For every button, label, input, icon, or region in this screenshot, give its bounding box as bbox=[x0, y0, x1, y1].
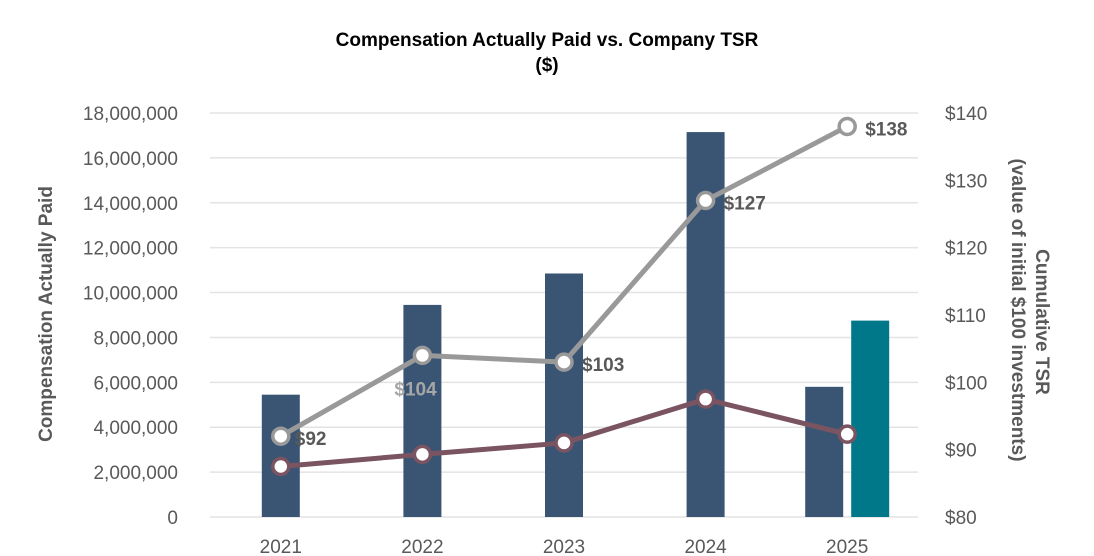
point-series-1-2024 bbox=[695, 190, 716, 211]
tsr-label-2025: $138 bbox=[865, 119, 907, 140]
y-tick-label: 12,000,000 bbox=[83, 239, 178, 260]
y-tick-label: 6,000,000 bbox=[93, 373, 178, 394]
bar-2021-1 bbox=[261, 394, 300, 517]
y2-tick-label: $80 bbox=[945, 508, 977, 529]
bar-2024-1 bbox=[686, 132, 725, 518]
x-tick-label: 2022 bbox=[401, 537, 443, 556]
right-axis-ticks: $80 $90 $100 $110 $120 $130 $140 bbox=[945, 104, 987, 529]
y-axis-label: Compensation Actually Paid bbox=[36, 186, 57, 442]
y-tick-label: 4,000,000 bbox=[93, 418, 178, 439]
tsr-label-2024: $127 bbox=[724, 194, 766, 215]
tsr-label-2021: $92 bbox=[295, 429, 327, 450]
point-series-2-2023 bbox=[554, 433, 574, 453]
bar-2022-1 bbox=[403, 304, 442, 517]
points bbox=[271, 116, 857, 477]
point-series-2-2024 bbox=[695, 389, 716, 409]
y2-axis-label-line-1: Cumulative TSR bbox=[1031, 249, 1052, 395]
point-series-2-2025 bbox=[837, 424, 857, 444]
y-tick-label: 14,000,000 bbox=[83, 194, 178, 215]
bar-2023-1 bbox=[545, 273, 583, 517]
y2-tick-label: $90 bbox=[945, 441, 977, 462]
point-series-1-2022 bbox=[412, 345, 433, 366]
point-series-2-2022 bbox=[412, 444, 433, 465]
left-axis-ticks: 0 2,000,000 4,000,000 6,000,000 8,000,000 10,… bbox=[83, 104, 178, 529]
y-tick-label: 2,000,000 bbox=[93, 463, 178, 484]
tsr-label-2022: $104 bbox=[394, 379, 437, 400]
x-tick-label: 2021 bbox=[260, 537, 302, 556]
y-tick-label: 18,000,000 bbox=[83, 104, 178, 125]
x-tick-label: 2025 bbox=[826, 537, 868, 556]
x-axis-ticks: 2021 2022 2023 2024 2025 bbox=[260, 537, 869, 556]
y-tick-label: 16,000,000 bbox=[83, 149, 178, 170]
bars bbox=[261, 132, 890, 518]
data-labels: $92 $104 $103 $127 $138 bbox=[295, 119, 908, 450]
y2-axis-label-line-2: (value of initial $100 investments) bbox=[1007, 158, 1028, 461]
y2-tick-label: $140 bbox=[945, 104, 987, 125]
point-series-1-2025 bbox=[837, 116, 857, 137]
y-tick-label: 0 bbox=[167, 508, 178, 529]
chart-title-line-2: ($) bbox=[535, 55, 558, 76]
point-series-1-2021 bbox=[271, 426, 291, 446]
point-series-2-2021 bbox=[271, 456, 291, 477]
point-series-1-2023 bbox=[554, 352, 574, 372]
y2-tick-label: $130 bbox=[945, 171, 987, 192]
y-tick-label: 8,000,000 bbox=[93, 328, 178, 349]
tsr-label-2023: $103 bbox=[582, 355, 624, 376]
bar-2025-2 bbox=[851, 320, 890, 517]
chart-title-line-1: Compensation Actually Paid vs. Company T… bbox=[336, 30, 759, 51]
x-tick-label: 2024 bbox=[684, 537, 727, 556]
y-tick-label: 10,000,000 bbox=[83, 284, 178, 305]
y2-tick-label: $120 bbox=[945, 239, 987, 260]
x-tick-label: 2023 bbox=[543, 537, 585, 556]
y2-tick-label: $100 bbox=[945, 373, 987, 394]
y2-tick-label: $110 bbox=[945, 306, 986, 327]
bar-2025-1 bbox=[805, 386, 844, 517]
